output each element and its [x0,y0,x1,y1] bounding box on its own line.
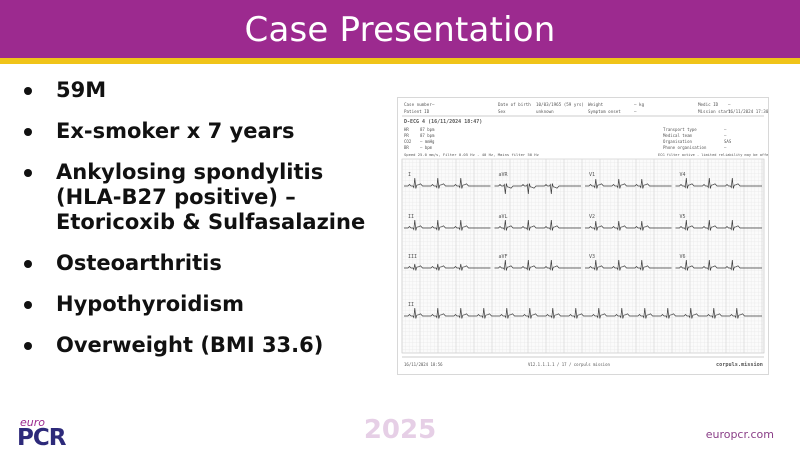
ecg-lead-trace [404,263,491,271]
ecg-image: Case number — Date of birth 10/03/1965 (59 … [398,98,768,374]
ecg-lead-label: aVF [499,254,508,260]
ecg-header-field: Date of birth [498,102,531,107]
ecg-header-field: Symptom onset [588,109,621,114]
website-url: europcr.com [705,428,774,441]
ecg-lead-label: V6 [680,254,686,260]
ecg-header-field: — [634,109,637,114]
ecg-lead-trace [675,219,762,231]
ecg-footer-date: 16/11/2024 18:56 [404,362,443,367]
ecg-vital-value: — bpm [420,145,433,150]
title-bar [0,0,800,58]
ecg-filter-note: ECG filter active - limited reliability … [658,153,768,157]
bullet-dot [24,301,32,309]
ecg-header-field: Case number [404,102,432,107]
ecg-lead-label: III [408,254,417,260]
bullet-dot [24,128,32,136]
ecg-rhythm-trace [404,307,762,319]
ecg-brand: corpuls.mission [716,362,763,368]
ecg-lead-label: V5 [680,214,686,220]
ecg-header-field: unknown [536,109,554,114]
ecg-lead-label: I [408,172,411,178]
bullet-item: Overweight (BMI 33.6) [22,333,382,358]
ecg-header-field: Patient ID [404,109,430,114]
bullet-dot [24,87,32,95]
bullet-text: Ex-smoker x 7 years [56,119,295,143]
ecg-lead-trace [585,220,672,231]
bullet-item: Osteoarthritis [22,251,382,276]
ecg-lead-trace [585,178,672,189]
ecg-speed-note: Speed 25.0 mm/s, Filter 0.05 Hz - 40 Hz,… [404,152,539,157]
ecg-lead-trace [675,259,762,271]
ecg-vital-label: PR [404,133,409,138]
ecg-header-field: Weight [588,102,604,107]
bullet-text: Osteoarthritis [56,251,222,275]
ecg-lead-label: aVR [499,172,509,178]
ecg-header-field: 10/03/1965 (59 yrs) [536,102,584,107]
bullet-dot [24,260,32,268]
ecg-lead-trace [585,259,672,271]
ecg-meta-value: — [724,133,727,138]
ecg-lead-trace [404,219,491,231]
title-underline [0,58,800,64]
bullet-dot [24,169,32,177]
bullet-text: Overweight (BMI 33.6) [56,333,324,357]
ecg-vital-value: 87 bpm [420,127,435,132]
ecg-meta-value: SAS [724,139,732,144]
ecg-meta-label: Phone organisation [663,145,707,150]
ecg-rhythm-label: II [408,302,414,308]
ecg-lead-label: V2 [589,214,595,220]
ecg-vital-value: 87 bpm [420,133,435,138]
bullet-list: 59M Ex-smoker x 7 years Ankylosing spondyl… [22,78,382,374]
logo-pcr-text: PCR [17,425,66,450]
ecg-lead-trace [494,219,581,231]
ecg-header-field: Medic ID [698,102,719,107]
ecg-lead-label: V3 [589,254,595,260]
ecg-vital-value: — mmHg [420,139,435,144]
ecg-header-field: Sex [498,109,506,114]
ecg-vital-label: CO2 [404,139,412,144]
bullet-item: Hypothyroidism [22,292,382,317]
ecg-header-field: — [432,102,435,107]
ecg-vital-label: HR [404,127,409,132]
ecg-footer-version: V12.1.1.1.1 / 17 / corpuls mission [528,362,610,367]
ecg-header-field: Mission start [698,109,731,114]
bullet-item: 59M [22,78,382,103]
bullet-item: Ex-smoker x 7 years [22,119,382,144]
ecg-header-field: — [728,102,731,107]
ecg-lead-label: V1 [589,172,595,178]
bullet-text: Ankylosing spondylitis (HLA-B27 positive… [56,160,366,234]
year-watermark: 2025 [363,415,437,445]
ecg-header-field: — kg [634,102,645,107]
ecg-meta-label: Organisation [663,139,692,144]
bullet-dot [24,342,32,350]
ecg-meta-label: Transport type [663,127,697,132]
logo-euro-text: euro [20,416,45,429]
bullet-item: Ankylosing spondylitis (HLA-B27 positive… [22,160,382,235]
ecg-lead-trace [494,183,581,195]
ecg-lead-trace [404,177,491,189]
ecg-lead-label: aVL [499,214,508,220]
ecg-lead-label: V4 [680,172,686,178]
slide-title: Case Presentation [244,10,556,50]
ecg-vital-label: BR [404,145,409,150]
ecg-meta-value: — [724,127,727,132]
ecg-meta-label: Medical team [663,133,692,138]
ecg-lead-trace [675,177,762,189]
ecg-lead-label: II [408,214,414,220]
ecg-lead-trace [494,259,581,271]
ecg-header-field: 16/11/2024 17:30 [728,109,768,114]
bullet-text: 59M [56,78,107,102]
bullet-text: Hypothyroidism [56,292,244,316]
ecg-title: D-ECG 4 (16/11/2024 18:47) [404,119,482,125]
ecg-grid-frame [401,158,765,354]
ecg-meta-value: — [724,145,727,150]
